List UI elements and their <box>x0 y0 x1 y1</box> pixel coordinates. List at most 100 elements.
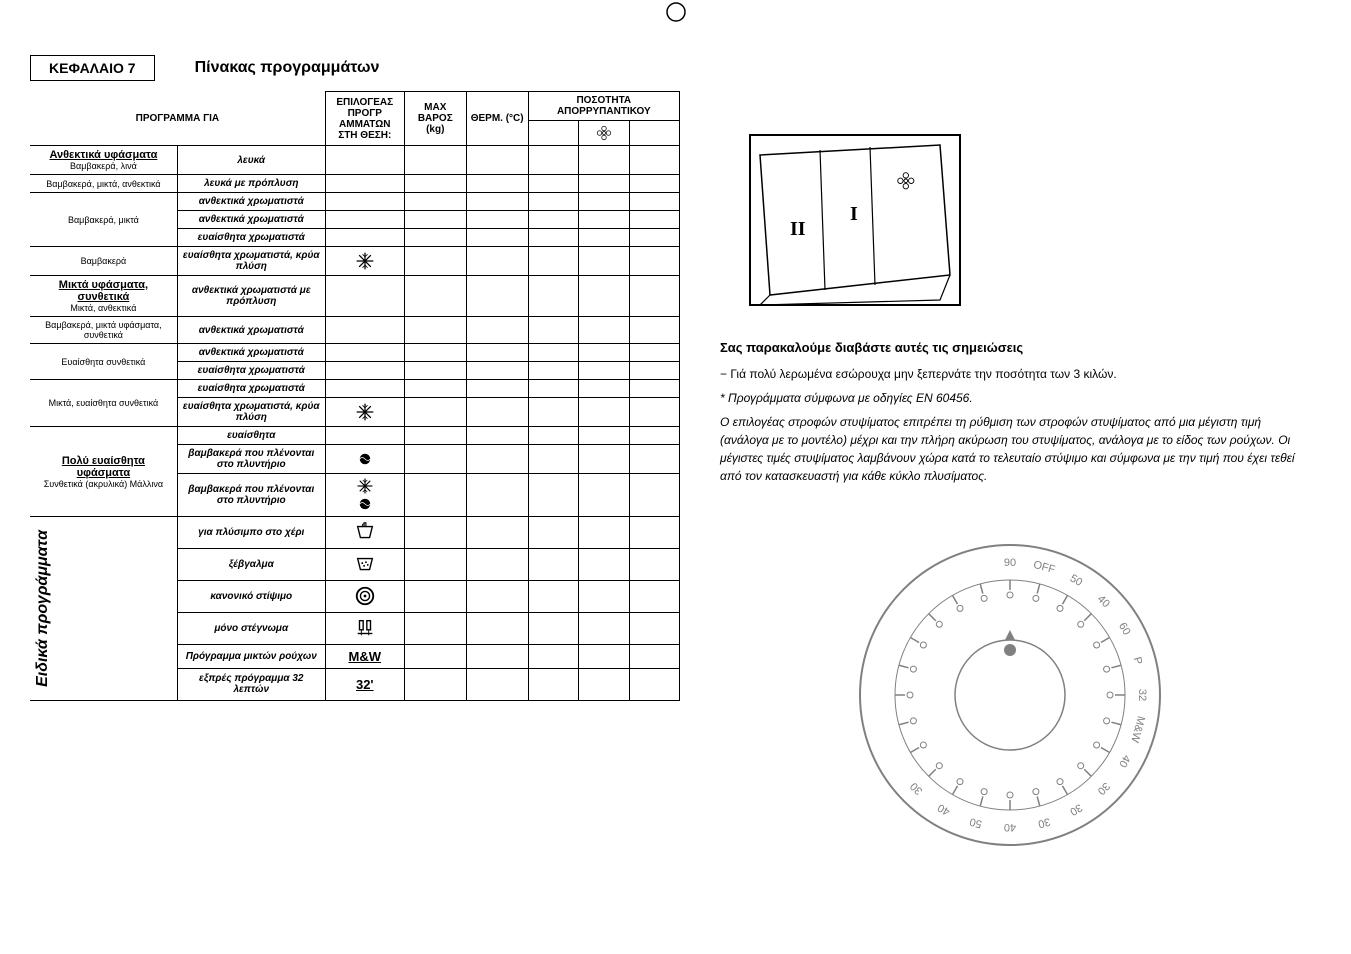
svg-text:P: P <box>1131 656 1144 666</box>
selector-icon-cell <box>325 229 404 247</box>
qty1-cell <box>528 580 578 612</box>
option-cell: βαμβακερά που πλένονται στο πλυντήριο <box>177 445 325 474</box>
hdr-qty-3 <box>629 121 680 146</box>
weight-cell <box>404 276 466 317</box>
left-column: ΚΕΦΑΛΑΙΟ 7 Πίνακας προγραμμάτων ΠΡΟΓΡΑΜΜ… <box>30 55 680 860</box>
qty1-cell <box>528 548 578 580</box>
top-circle-icon <box>0 0 1351 29</box>
qty1-cell <box>528 668 578 700</box>
temp-cell <box>466 211 528 229</box>
qty1-cell <box>528 517 578 549</box>
selector-icon-cell <box>325 317 404 344</box>
chapter-bar: ΚΕΦΑΛΑΙΟ 7 Πίνακας προγραμμάτων <box>30 55 680 81</box>
temp-cell <box>466 193 528 211</box>
qty3-cell <box>629 247 680 276</box>
qty1-cell <box>528 317 578 344</box>
qty2-cell <box>579 474 629 517</box>
qty2-cell <box>579 317 629 344</box>
temp-cell <box>466 612 528 644</box>
drawer-label-I: I <box>850 203 858 225</box>
temp-cell <box>466 317 528 344</box>
weight-cell <box>404 548 466 580</box>
svg-text:30: 30 <box>1037 815 1052 830</box>
qty1-cell <box>528 427 578 445</box>
svg-text:40: 40 <box>1004 821 1016 833</box>
option-cell: ευαίσθητα χρωματιστά <box>177 380 325 398</box>
temp-cell <box>466 380 528 398</box>
hdr-selector: ΕΠΙΛΟΓΕΑΣ ΠΡΟΓΡ ΑΜΜΑΤΩΝ ΣΤΗ ΘΕΣΗ: <box>325 92 404 146</box>
qty3-cell <box>629 175 680 193</box>
weight-cell <box>404 445 466 474</box>
weight-cell <box>404 193 466 211</box>
selector-icon-cell: 32' <box>325 668 404 700</box>
hdr-temp: ΘΕΡΜ. (°C) <box>466 92 528 146</box>
qty2-cell <box>579 445 629 474</box>
qty3-cell <box>629 517 680 549</box>
qty1-cell <box>528 644 578 668</box>
program-table: ΠΡΟΓΡΑΜΜΑ ΓΙΑ ΕΠΙΛΟΓΕΑΣ ΠΡΟΓΡ ΑΜΜΑΤΩΝ ΣΤ… <box>30 91 680 701</box>
qty1-cell <box>528 211 578 229</box>
option-cell: ευαίσθητα χρωματιστά <box>177 362 325 380</box>
option-cell: ευαίσθητα <box>177 427 325 445</box>
selector-icon-cell <box>325 146 404 175</box>
temp-cell <box>466 247 528 276</box>
table-row: Ανθεκτικά υφάσματαΒαμβακερά, λινάλευκά <box>30 146 680 175</box>
weight-cell <box>404 612 466 644</box>
weight-cell <box>404 380 466 398</box>
weight-cell <box>404 344 466 362</box>
qty2-cell <box>579 517 629 549</box>
weight-cell <box>404 644 466 668</box>
weight-cell <box>404 146 466 175</box>
qty2-cell <box>579 193 629 211</box>
weight-cell <box>404 211 466 229</box>
svg-text:60: 60 <box>1116 621 1133 638</box>
selector-icon-cell <box>325 445 404 474</box>
selector-icon-cell <box>325 548 404 580</box>
weight-cell <box>404 517 466 549</box>
svg-text:30: 30 <box>1095 780 1112 797</box>
notes-line1: − Γιά πολύ λερωμένα εσώρουχα μην ξεπερνά… <box>720 365 1300 383</box>
weight-cell <box>404 362 466 380</box>
special-section-label: Ειδικά προγράμματα <box>30 517 177 701</box>
qty3-cell <box>629 548 680 580</box>
qty1-cell <box>528 175 578 193</box>
fabric-cell: Μικτά υφάσματα, συνθετικάΜικτά, ανθεκτικ… <box>30 276 177 317</box>
table-row: Βαμβακεράευαίσθητα χρωματιστά, κρύα πλύσ… <box>30 247 680 276</box>
option-cell: ανθεκτικά χρωματιστά <box>177 317 325 344</box>
temp-cell <box>466 276 528 317</box>
weight-cell <box>404 668 466 700</box>
qty1-cell <box>528 398 578 427</box>
selector-icon-cell <box>325 344 404 362</box>
option-cell: ευαίσθητα χρωματιστά <box>177 229 325 247</box>
table-row: Μικτά, ευαίσθητα συνθετικάευαίσθητα χρωμ… <box>30 380 680 398</box>
fabric-cell: Βαμβακερά <box>30 247 177 276</box>
notes-para: Ο επιλογέας στροφών στυψίματος επιτρέπει… <box>720 413 1300 485</box>
qty1-cell <box>528 247 578 276</box>
right-column: I II Σας παρακαλούμε διαβάστε αυτές τις … <box>720 55 1300 860</box>
selector-icon-cell <box>325 398 404 427</box>
temp-cell <box>466 175 528 193</box>
qty2-cell <box>579 362 629 380</box>
table-row: Μικτά υφάσματα, συνθετικάΜικτά, ανθεκτικ… <box>30 276 680 317</box>
notes-line2: * Προγράμματα σύμφωνα με οδηγίες EN 6045… <box>720 389 1300 407</box>
chapter-label: ΚΕΦΑΛΑΙΟ 7 <box>30 55 155 81</box>
qty3-cell <box>629 474 680 517</box>
qty1-cell <box>528 612 578 644</box>
table-row: Πολύ ευαίσθητα υφάσματαΣυνθετικά (ακρυλι… <box>30 427 680 445</box>
qty2-cell <box>579 668 629 700</box>
qty2-cell <box>579 229 629 247</box>
selector-icon-cell <box>325 175 404 193</box>
hdr-detergent: ΠΟΣΟΤΗΤΑ ΑΠΟΡΡΥΠΑΝΤΙΚΟΥ <box>528 92 679 121</box>
selector-icon-cell <box>325 474 404 517</box>
qty2-cell <box>579 580 629 612</box>
option-cell: κανονικό στίψιμο <box>177 580 325 612</box>
qty3-cell <box>629 445 680 474</box>
svg-text:50: 50 <box>968 815 983 830</box>
drawer-label-II: II <box>790 218 806 240</box>
detergent-drawer-diagram: I II <box>740 125 1300 320</box>
fabric-cell: Ευαίσθητα συνθετικά <box>30 344 177 380</box>
option-cell: ανθεκτικά χρωματιστά <box>177 193 325 211</box>
option-cell: ξέβγαλμα <box>177 548 325 580</box>
qty3-cell <box>629 612 680 644</box>
selector-icon-cell <box>325 211 404 229</box>
